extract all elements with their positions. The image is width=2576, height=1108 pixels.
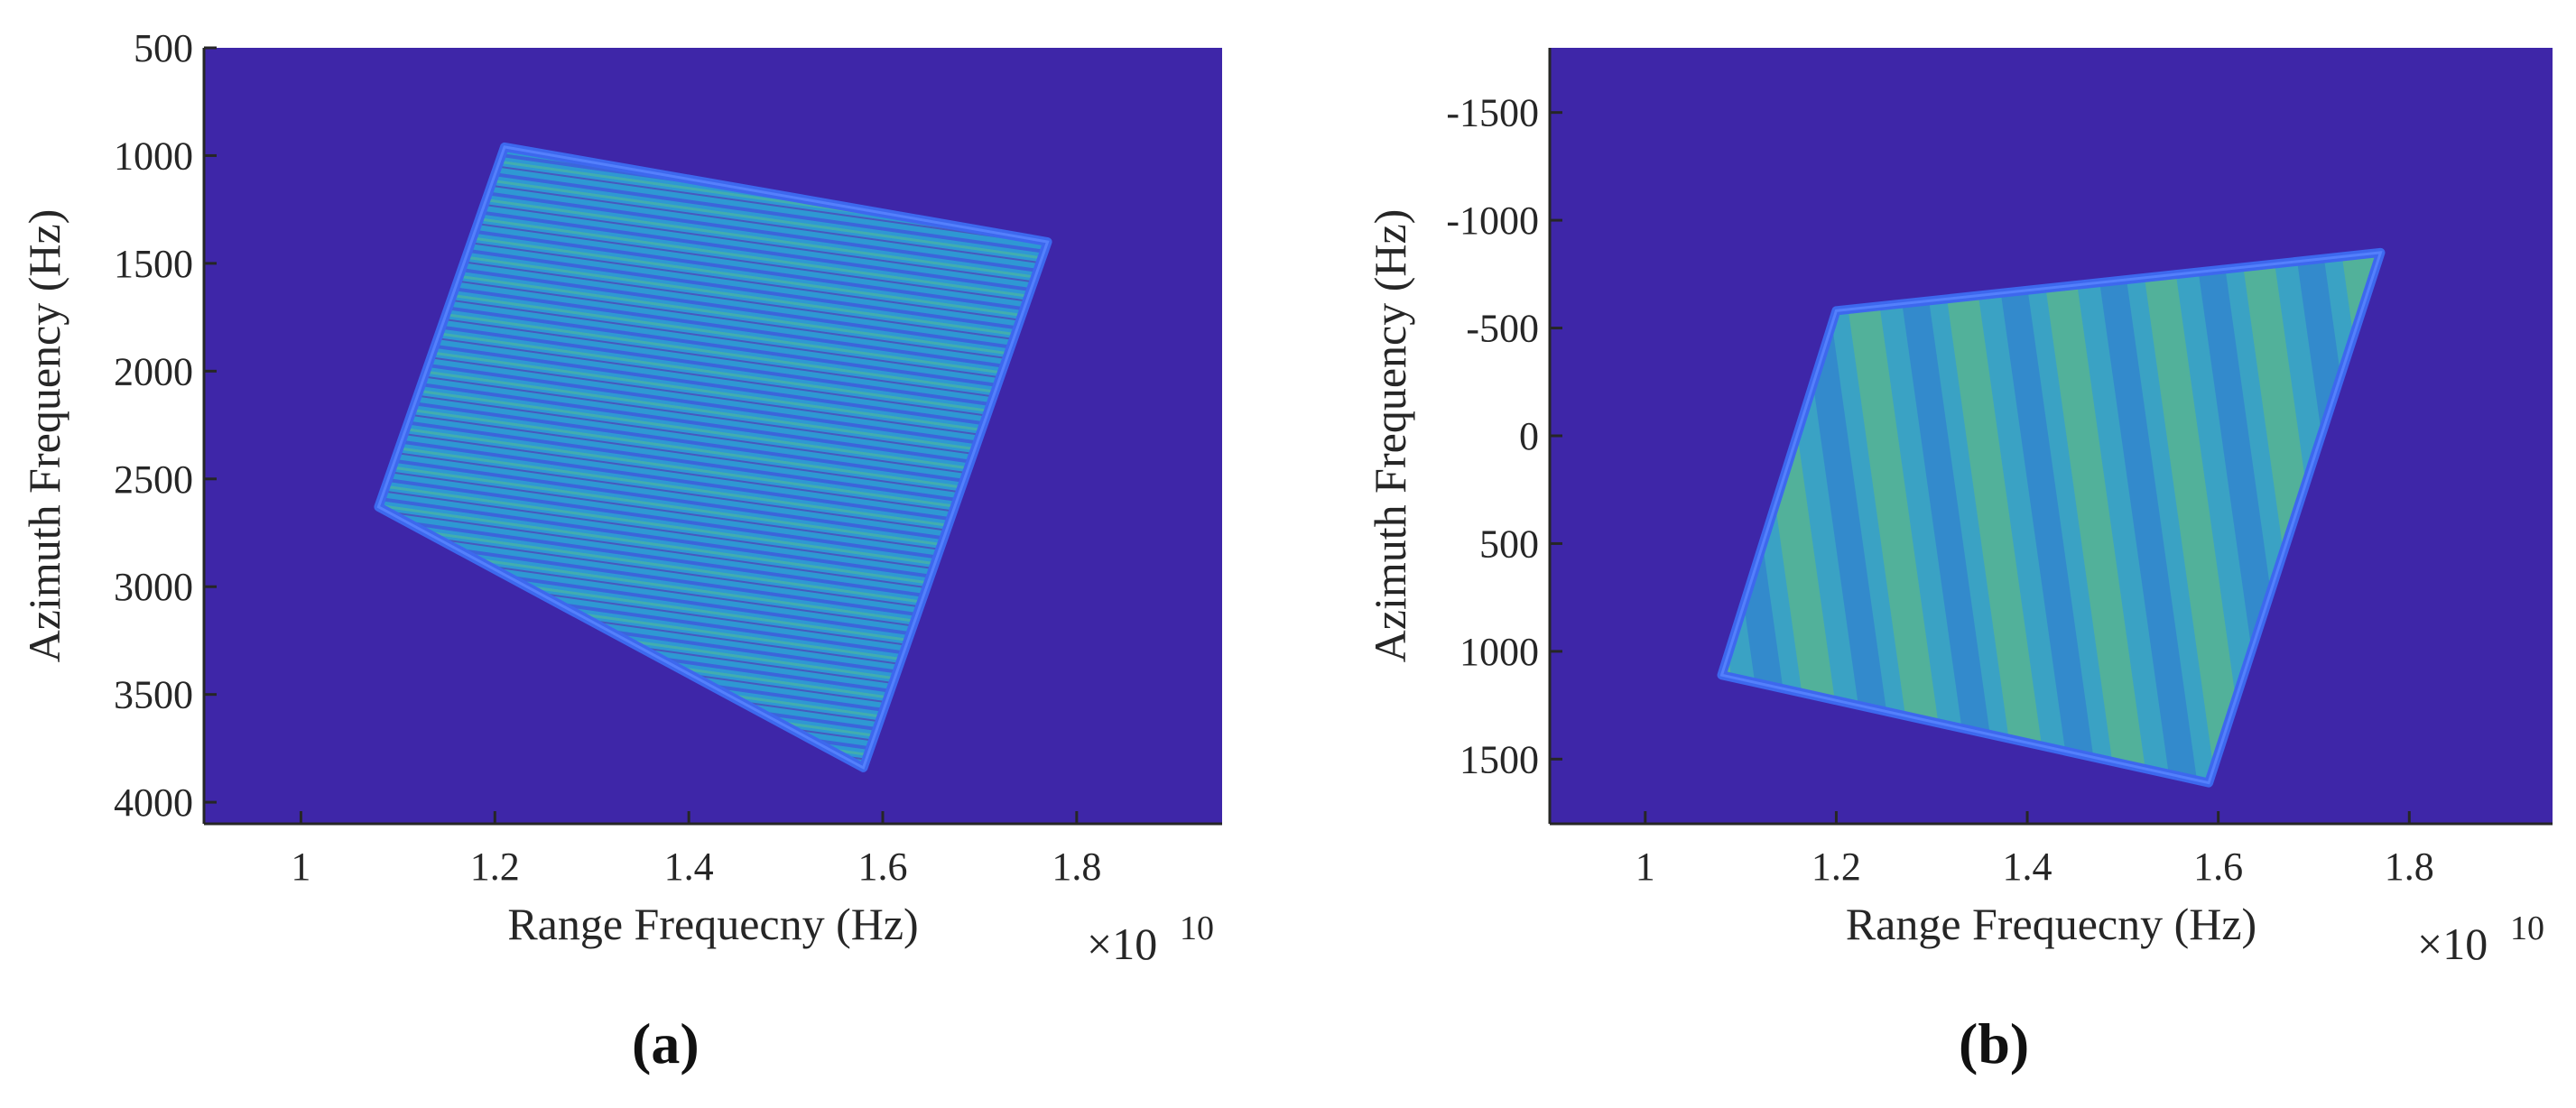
y-tick-label: 4000 [114,780,193,825]
y-tick-label: 3000 [114,565,193,609]
y-tick-label: 1500 [114,242,193,286]
y-tick-label: 0 [1519,414,1539,458]
y-tick-label: -1000 [1446,199,1539,243]
x-tick-label: 1.6 [2193,845,2243,889]
signal-region-edge [376,145,1050,771]
x-tick-label: 1.4 [664,845,714,889]
x-tick-label: 1.4 [2003,845,2052,889]
y-tick-label: 2500 [114,457,193,502]
y-tick-label: 3500 [114,673,193,717]
y-tick-label: 1000 [114,134,193,178]
y-tick-label: 1500 [1459,737,1539,781]
x-tick-label: 1 [1635,845,1655,889]
x-axis-label: Range Frequecny (Hz) [507,899,918,949]
panel-b-label: (b) [1959,1011,2030,1076]
x-exponent-power: 10 [1180,909,1214,947]
x-tick-label: 1.2 [1812,845,1861,889]
y-tick-label: 500 [1479,522,1539,566]
panel-b: 1 1.2 1.4 1.6 1.8 -1500 -1000 -500 0 500 1000 1500 R… [1365,48,2553,969]
y-tick-label: -1500 [1446,91,1539,135]
x-exponent: ×10 [2417,919,2488,969]
x-tick-label: 1 [291,845,310,889]
y-tick-label: -500 [1466,307,1539,351]
y-axis-label: Azimuth Frequency (Hz) [1365,209,1415,663]
y-axis-label: Azimuth Frequency (Hz) [19,209,69,663]
y-tick-label: 500 [134,26,193,70]
y-tick-label: 2000 [114,349,193,393]
y-tick-label: 1000 [1459,630,1539,674]
x-exponent: ×10 [1087,919,1157,969]
x-exponent-power: 10 [2510,909,2544,947]
signal-region-edge [1719,251,2383,785]
x-tick-label: 1.6 [858,845,908,889]
x-tick-label: 1.2 [470,845,520,889]
panel-a: 1 1.2 1.4 1.6 1.8 500 1000 1500 2000 2500 3000 3500… [19,26,1222,969]
x-tick-label: 1.8 [1052,845,1101,889]
panel-a-label: (a) [632,1011,700,1076]
x-tick-label: 1.8 [2385,845,2434,889]
x-axis-label: Range Frequecny (Hz) [1846,899,2256,949]
